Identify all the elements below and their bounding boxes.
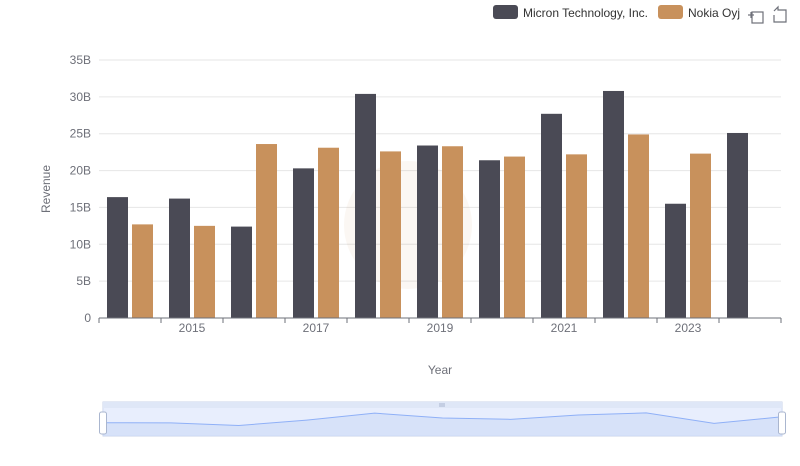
- x-tick-label: 2021: [551, 321, 578, 335]
- bar-micron-2021[interactable]: [541, 113, 562, 318]
- bar-micron-2023[interactable]: [665, 203, 686, 318]
- bar-micron-2014[interactable]: [107, 197, 128, 318]
- legend-swatch: [658, 5, 683, 19]
- bars-layer: [107, 90, 748, 319]
- x-tick-label: 2023: [675, 321, 702, 335]
- data-zoom-slider[interactable]: [99, 401, 786, 437]
- bar-nokia-2015[interactable]: [194, 225, 215, 318]
- legend-item-1[interactable]: Nokia Oyj: [658, 5, 740, 20]
- bar-nokia-2018[interactable]: [380, 151, 401, 318]
- x-tick-label: 2015: [179, 321, 206, 335]
- x-tick-label: 2019: [427, 321, 454, 335]
- bar-nokia-2019[interactable]: [442, 146, 463, 318]
- bar-micron-2017[interactable]: [293, 168, 314, 318]
- bar-nokia-2017[interactable]: [318, 147, 339, 318]
- zoom-area-icon[interactable]: [748, 11, 764, 24]
- y-tick-label: 15B: [70, 200, 91, 214]
- bar-micron-2024[interactable]: [727, 132, 748, 318]
- bar-nokia-2016[interactable]: [256, 144, 277, 318]
- legend: Micron Technology, Inc. Nokia Oyj: [493, 5, 740, 20]
- y-tick-label: 20B: [70, 164, 91, 178]
- y-tick-label: 35B: [70, 53, 91, 67]
- bar-micron-2022[interactable]: [603, 90, 624, 319]
- bar-micron-2019[interactable]: [417, 145, 438, 318]
- bar-nokia-2020[interactable]: [504, 156, 525, 318]
- bar-nokia-2021[interactable]: [566, 154, 587, 318]
- y-axis-title: Revenue: [39, 165, 53, 213]
- legend-item-0[interactable]: Micron Technology, Inc.: [493, 5, 648, 20]
- restore-icon[interactable]: [773, 5, 787, 23]
- legend-label: Micron Technology, Inc.: [523, 6, 648, 20]
- y-tick-label: 5B: [76, 274, 91, 288]
- slider-preview-line: [102, 412, 783, 426]
- slider-handle-left[interactable]: [99, 411, 107, 435]
- slider-preview-area: [103, 412, 782, 436]
- legend-label: Nokia Oyj: [688, 6, 740, 20]
- bar-micron-2016[interactable]: [231, 226, 252, 318]
- slider-handle-right[interactable]: [778, 411, 786, 435]
- axis-layer: 0 5B 10B 15B 20B 25B 30B 35B 2015 2017 2019 2021 202…: [70, 53, 782, 335]
- bar-micron-2018[interactable]: [355, 93, 376, 318]
- y-tick-label: 30B: [70, 90, 91, 104]
- bar-nokia-2023[interactable]: [690, 153, 711, 318]
- legend-swatch: [493, 5, 518, 19]
- bar-micron-2015[interactable]: [169, 198, 190, 318]
- bar-nokia-2014[interactable]: [132, 224, 153, 318]
- x-tick-label: 2017: [303, 321, 330, 335]
- y-tick-label: 0: [84, 311, 91, 325]
- x-axis-title: Year: [428, 363, 452, 377]
- y-tick-label: 25B: [70, 127, 91, 141]
- bar-micron-2020[interactable]: [479, 160, 500, 318]
- y-tick-label: 10B: [70, 237, 91, 251]
- bar-nokia-2022[interactable]: [628, 134, 649, 318]
